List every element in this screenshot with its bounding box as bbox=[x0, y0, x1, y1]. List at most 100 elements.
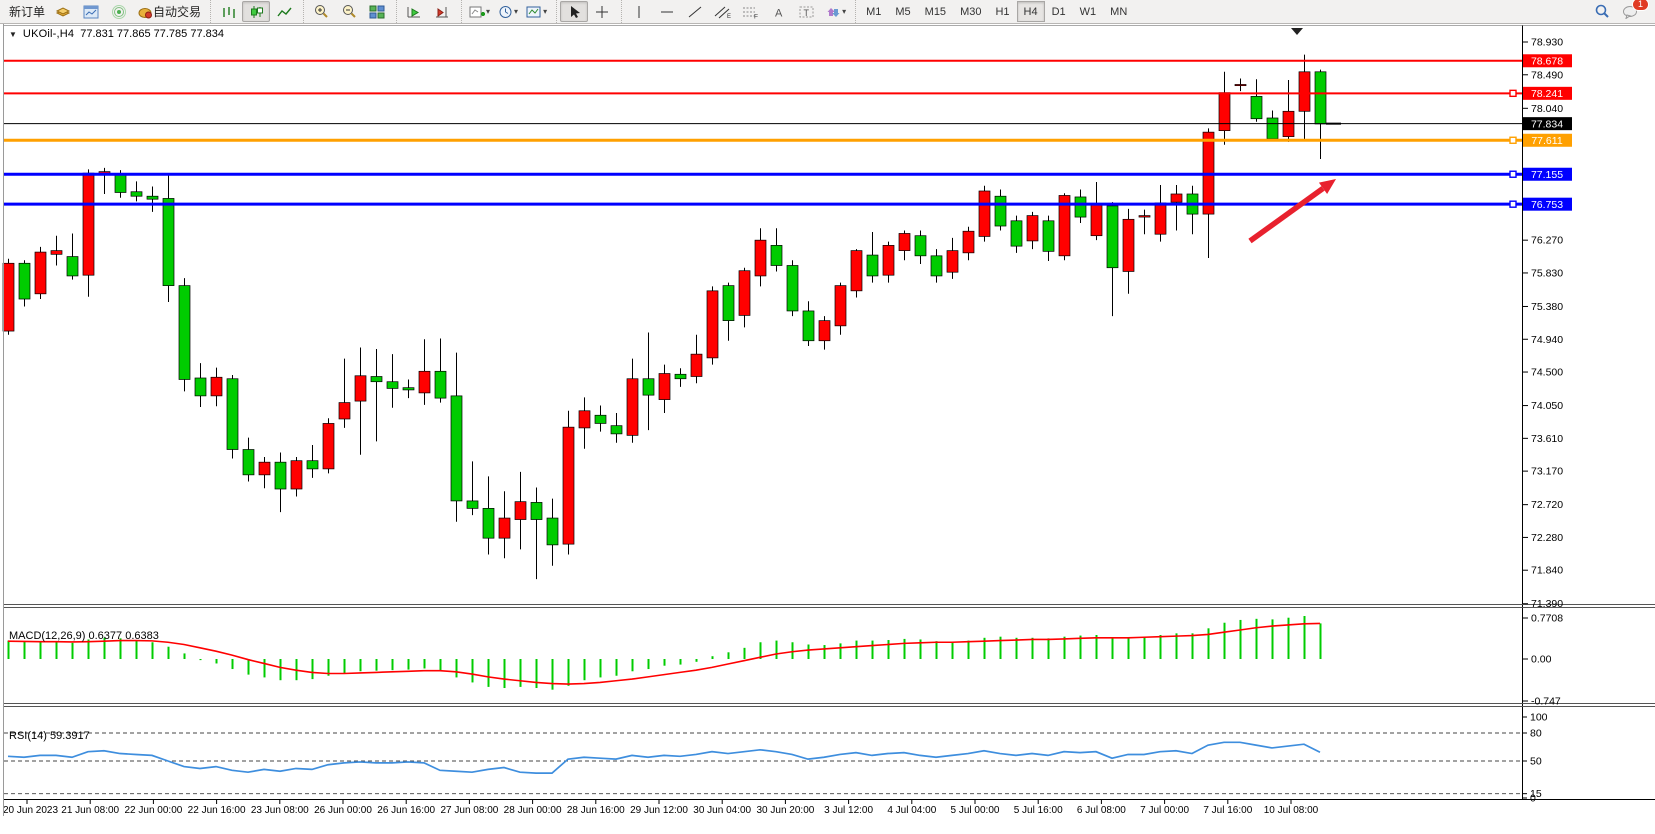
zoom-in-button[interactable] bbox=[307, 1, 335, 22]
text-label-tool[interactable]: T bbox=[793, 1, 821, 22]
rsi-line bbox=[7, 741, 1321, 774]
candle-body bbox=[770, 245, 783, 266]
timeframe-button-d1[interactable]: D1 bbox=[1051, 5, 1066, 18]
macd-axis-label: 0.00 bbox=[1531, 654, 1552, 666]
candle-body bbox=[818, 320, 831, 342]
rsi-axis-label: 50 bbox=[1530, 756, 1542, 768]
candle-body bbox=[834, 285, 847, 327]
trend-arrow-shaft[interactable] bbox=[1248, 186, 1325, 244]
candle-body bbox=[1026, 215, 1039, 242]
chart-title-bar: ▼ UKOil-,H4 77.831 77.865 77.785 77.834 bbox=[9, 28, 224, 40]
text-tool[interactable]: A bbox=[765, 1, 793, 22]
time-scale-drag-zone[interactable] bbox=[4, 800, 1519, 816]
candle-body bbox=[274, 461, 287, 490]
auto-trading-button[interactable]: 自动交易 bbox=[133, 1, 205, 22]
hline-handle-77.611[interactable] bbox=[1509, 136, 1517, 144]
fibonacci-icon: F bbox=[743, 7, 758, 19]
timeframe-button-m30[interactable]: M30 bbox=[960, 5, 982, 18]
timeframe-button-mn[interactable]: MN bbox=[1110, 5, 1128, 18]
chart-window-icon bbox=[83, 5, 99, 18]
search-button[interactable] bbox=[1588, 1, 1616, 22]
market-window-icon[interactable] bbox=[77, 1, 105, 22]
candle-body bbox=[354, 375, 367, 402]
auto-trading-label: 自动交易 bbox=[153, 5, 202, 19]
clock-icon bbox=[499, 5, 512, 18]
zoom-out-button[interactable] bbox=[335, 1, 363, 22]
ohlc-bars-icon bbox=[222, 6, 235, 18]
timeframe-button-m15[interactable]: M15 bbox=[924, 5, 947, 18]
bar-chart-type-button[interactable] bbox=[214, 1, 242, 22]
chart-shift-icon bbox=[436, 6, 449, 17]
rsi-axis-label: 80 bbox=[1530, 728, 1542, 740]
periods-dropdown-caret: ▾ bbox=[514, 7, 519, 16]
candle-body bbox=[562, 426, 575, 545]
price-badge-78.678 bbox=[1523, 54, 1572, 68]
price-tick-label: 78.930 bbox=[1531, 37, 1563, 49]
history-center-icon[interactable] bbox=[49, 1, 77, 22]
time-tick-label: 6 Jul 08:00 bbox=[1077, 805, 1126, 816]
hline-handle-77.155[interactable] bbox=[1509, 170, 1517, 178]
hline-icon bbox=[661, 11, 674, 12]
chart-ohlc-readout: 77.831 77.865 77.785 77.834 bbox=[80, 28, 224, 40]
candle-body bbox=[402, 387, 415, 391]
horizontal-line-tool[interactable] bbox=[653, 1, 681, 22]
notifications-button[interactable]: 1 bbox=[1616, 0, 1649, 22]
candle-body bbox=[50, 250, 63, 255]
periods-button[interactable]: ▾ bbox=[494, 1, 522, 22]
candle-body bbox=[1154, 202, 1167, 235]
candle-body bbox=[898, 233, 911, 251]
price-badge-label: 78.241 bbox=[1531, 88, 1563, 100]
price-badge-77.611 bbox=[1523, 133, 1572, 147]
indicators-button[interactable]: ▾ bbox=[465, 1, 494, 22]
candlestick-chart-type-button[interactable] bbox=[242, 1, 271, 22]
candle-body bbox=[1010, 220, 1023, 247]
price-tick-label: 78.040 bbox=[1531, 103, 1563, 115]
price-tick-label: 72.280 bbox=[1531, 532, 1563, 544]
price-tick-label: 74.940 bbox=[1531, 334, 1563, 346]
candle-body bbox=[1106, 205, 1119, 269]
svg-text:A: A bbox=[775, 7, 783, 19]
candle-body bbox=[370, 376, 383, 383]
chart-menu-arrow[interactable]: ▼ bbox=[9, 29, 17, 39]
tile-windows-button[interactable] bbox=[363, 1, 391, 22]
rsi-value: 59.3917 bbox=[49, 730, 90, 742]
chart-window[interactable]: 78.930 78.490 78.040 76.270 75.830 75.380 74.9… bbox=[0, 24, 1655, 829]
fibonacci-tool[interactable]: F bbox=[737, 1, 765, 22]
vertical-line-tool[interactable] bbox=[625, 1, 653, 22]
trendline-tool[interactable] bbox=[681, 1, 709, 22]
timeframe-button-m1[interactable]: M1 bbox=[866, 5, 882, 18]
time-tick-label: 22 Jun 00:00 bbox=[124, 805, 182, 816]
macd-signal-line bbox=[7, 622, 1321, 685]
arrows-objects-tool[interactable]: ▾ bbox=[821, 1, 850, 22]
timeframe-button-w1[interactable]: W1 bbox=[1079, 5, 1097, 18]
price-tick-label: 73.610 bbox=[1531, 433, 1563, 445]
timeframe-button-h4[interactable]: H4 bbox=[1016, 1, 1045, 22]
macd-main-value: 0.6377 bbox=[88, 630, 123, 642]
auto-scroll-button[interactable] bbox=[400, 1, 428, 22]
price-scale-drag-zone[interactable] bbox=[1523, 26, 1653, 796]
timeframe-button-m5[interactable]: M5 bbox=[895, 5, 911, 18]
new-order-button[interactable]: 新订单 bbox=[5, 1, 49, 22]
candle-body bbox=[434, 370, 447, 399]
trend-arrow-head[interactable] bbox=[1318, 179, 1336, 195]
cursor-tool-button[interactable] bbox=[560, 1, 589, 22]
signals-icon[interactable] bbox=[105, 1, 133, 22]
templates-button[interactable]: ▾ bbox=[522, 1, 551, 22]
timeframe-button-h1[interactable]: H1 bbox=[995, 5, 1010, 18]
price-badge-label: 77.611 bbox=[1531, 135, 1562, 147]
crosshair-tool-button[interactable] bbox=[588, 1, 616, 22]
macd-axis-label: 0.7708 bbox=[1531, 613, 1563, 625]
price-tick-label: 74.050 bbox=[1531, 400, 1563, 412]
line-chart-type-button[interactable] bbox=[270, 1, 298, 22]
hline-handle-76.753[interactable] bbox=[1509, 200, 1517, 208]
equidistant-channel-tool[interactable]: E bbox=[709, 1, 737, 22]
candle-body bbox=[2, 262, 15, 332]
candle-body bbox=[994, 195, 1007, 227]
price-badge-77.834 bbox=[1523, 117, 1572, 131]
chart-shift-button[interactable] bbox=[428, 1, 456, 22]
macd-indicator-label: MACD(12,26,9) 0.6377 0.6383 bbox=[9, 630, 159, 642]
hline-handle-78.241[interactable] bbox=[1509, 89, 1517, 98]
candle-body bbox=[498, 517, 511, 539]
candle-body bbox=[18, 262, 31, 300]
time-tick-label: 5 Jul 16:00 bbox=[1014, 805, 1063, 816]
